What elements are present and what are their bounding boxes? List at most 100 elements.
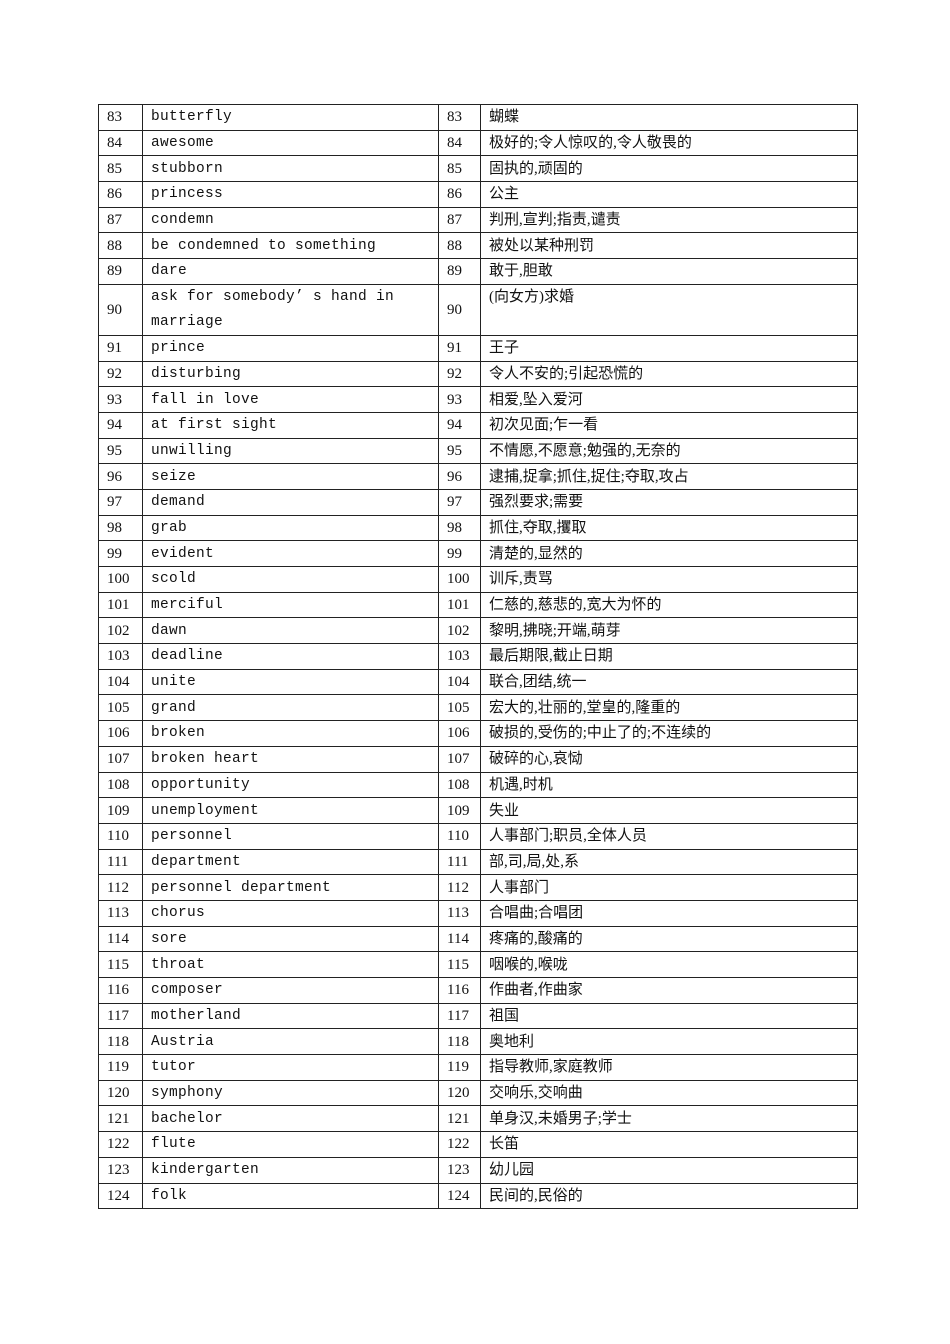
chinese-meaning: 破损的,受伤的;中止了的;不连续的 [480,720,858,747]
row-number-repeat: 106 [438,720,481,747]
table-row: 86 princess 86 公主 [98,181,858,208]
row-number: 97 [98,488,143,516]
row-number-repeat: 120 [438,1079,481,1107]
chinese-meaning: 破碎的心,哀恸 [480,745,858,773]
row-number: 124 [98,1182,143,1210]
english-word: at first sight [142,411,439,439]
chinese-meaning: 长笛 [480,1131,858,1158]
table-row: 97 demand 97 强烈要求;需要 [98,488,858,516]
chinese-meaning: 交响乐,交响曲 [480,1079,858,1107]
row-number-repeat: 93 [438,386,481,413]
table-row: 111 department 111 部,司,局,处,系 [98,848,858,876]
table-row: 93 fall in love 93 相爱,坠入爱河 [98,386,858,413]
row-number-repeat: 114 [438,925,481,953]
row-number-repeat: 103 [438,643,481,670]
row-number: 88 [98,232,143,260]
table-row: 83 butterfly 83 蝴蝶 [98,104,858,131]
english-word: scold [142,566,439,593]
row-number: 86 [98,181,143,208]
chinese-meaning: 合唱曲;合唱团 [480,899,858,927]
chinese-meaning: 机遇,时机 [480,771,858,799]
vocabulary-table-body: 83 butterfly 83 蝴蝶 84 awesome 84 极好的;令人惊叹的,令人敬畏… [98,104,858,1210]
chinese-meaning: 初次见面;乍一看 [480,411,858,439]
row-number: 123 [98,1156,143,1184]
chinese-meaning: 疼痛的,酸痛的 [480,925,858,953]
chinese-meaning: 清楚的,显然的 [480,540,858,567]
row-number-repeat: 94 [438,411,481,439]
table-row: 85 stubborn 85 固执的,顽固的 [98,155,858,183]
english-word: Austria [142,1028,439,1056]
row-number: 114 [98,925,143,953]
table-row: 107 broken heart 107 破碎的心,哀恸 [98,745,858,773]
chinese-meaning: 逮捕,捉拿;抓住,捉住;夺取,攻占 [480,463,858,490]
english-word: broken heart [142,745,439,773]
table-row: 109 unemployment 109 失业 [98,797,858,824]
table-row: 98 grab 98 抓住,夺取,攫取 [98,514,858,542]
table-row: 84 awesome 84 极好的;令人惊叹的,令人敬畏的 [98,129,858,157]
row-number: 110 [98,822,143,850]
chinese-meaning: 部,司,局,处,系 [480,848,858,876]
row-number: 120 [98,1079,143,1107]
english-word: disturbing [142,360,439,388]
row-number-repeat: 104 [438,668,481,696]
english-word: stubborn [142,155,439,183]
chinese-meaning: 判刑,宣判;指责,谴责 [480,206,858,234]
english-word: butterfly [142,104,439,131]
row-number-repeat: 112 [438,874,481,901]
row-number: 101 [98,591,143,619]
row-number-repeat: 88 [438,232,481,260]
row-number: 121 [98,1105,143,1133]
row-number-repeat: 97 [438,488,481,516]
chinese-meaning: 令人不安的;引起恐慌的 [480,360,858,388]
chinese-meaning: 黎明,拂晓;开端,萌芽 [480,617,858,645]
row-number-repeat: 102 [438,617,481,645]
row-number: 84 [98,129,143,157]
chinese-meaning: 联合,团结,统一 [480,668,858,696]
chinese-meaning: 民间的,民俗的 [480,1182,858,1210]
chinese-meaning: 抓住,夺取,攫取 [480,514,858,542]
english-word: chorus [142,899,439,927]
chinese-meaning: 仁慈的,慈悲的,宽大为怀的 [480,591,858,619]
english-word: grab [142,514,439,542]
row-number-repeat: 116 [438,977,481,1004]
vocabulary-table: 83 butterfly 83 蝴蝶 84 awesome 84 极好的;令人惊叹的,令人敬畏… [98,104,858,1210]
row-number: 90 [98,283,143,336]
row-number: 96 [98,463,143,490]
row-number-repeat: 84 [438,129,481,157]
row-number: 98 [98,514,143,542]
row-number: 122 [98,1131,143,1158]
english-word: unemployment [142,797,439,824]
english-word: dawn [142,617,439,645]
row-number-repeat: 105 [438,694,481,722]
english-word: personnel department [142,874,439,901]
row-number-repeat: 117 [438,1002,481,1030]
chinese-meaning: 人事部门 [480,874,858,901]
chinese-meaning: 宏大的,壮丽的,堂皇的,隆重的 [480,694,858,722]
chinese-meaning: 失业 [480,797,858,824]
table-row: 108 opportunity 108 机遇,时机 [98,771,858,799]
row-number-repeat: 100 [438,566,481,593]
english-word: be condemned to something [142,232,439,260]
row-number: 100 [98,566,143,593]
table-row: 104 unite 104 联合,团结,统一 [98,668,858,696]
english-word: kindergarten [142,1156,439,1184]
row-number-repeat: 113 [438,899,481,927]
table-row: 105 grand 105 宏大的,壮丽的,堂皇的,隆重的 [98,694,858,722]
row-number: 104 [98,668,143,696]
table-row: 96 seize 96 逮捕,捉拿;抓住,捉住;夺取,攻占 [98,463,858,490]
chinese-meaning: 指导教师,家庭教师 [480,1054,858,1081]
english-word: awesome [142,129,439,157]
english-word: demand [142,488,439,516]
row-number: 109 [98,797,143,824]
row-number: 99 [98,540,143,567]
row-number-repeat: 110 [438,822,481,850]
row-number: 103 [98,643,143,670]
row-number: 112 [98,874,143,901]
english-word: dare [142,258,439,285]
row-number-repeat: 119 [438,1054,481,1081]
chinese-meaning: 咽喉的,喉咙 [480,951,858,978]
table-row: 101 merciful 101 仁慈的,慈悲的,宽大为怀的 [98,591,858,619]
english-word: department [142,848,439,876]
row-number: 106 [98,720,143,747]
english-word: throat [142,951,439,978]
